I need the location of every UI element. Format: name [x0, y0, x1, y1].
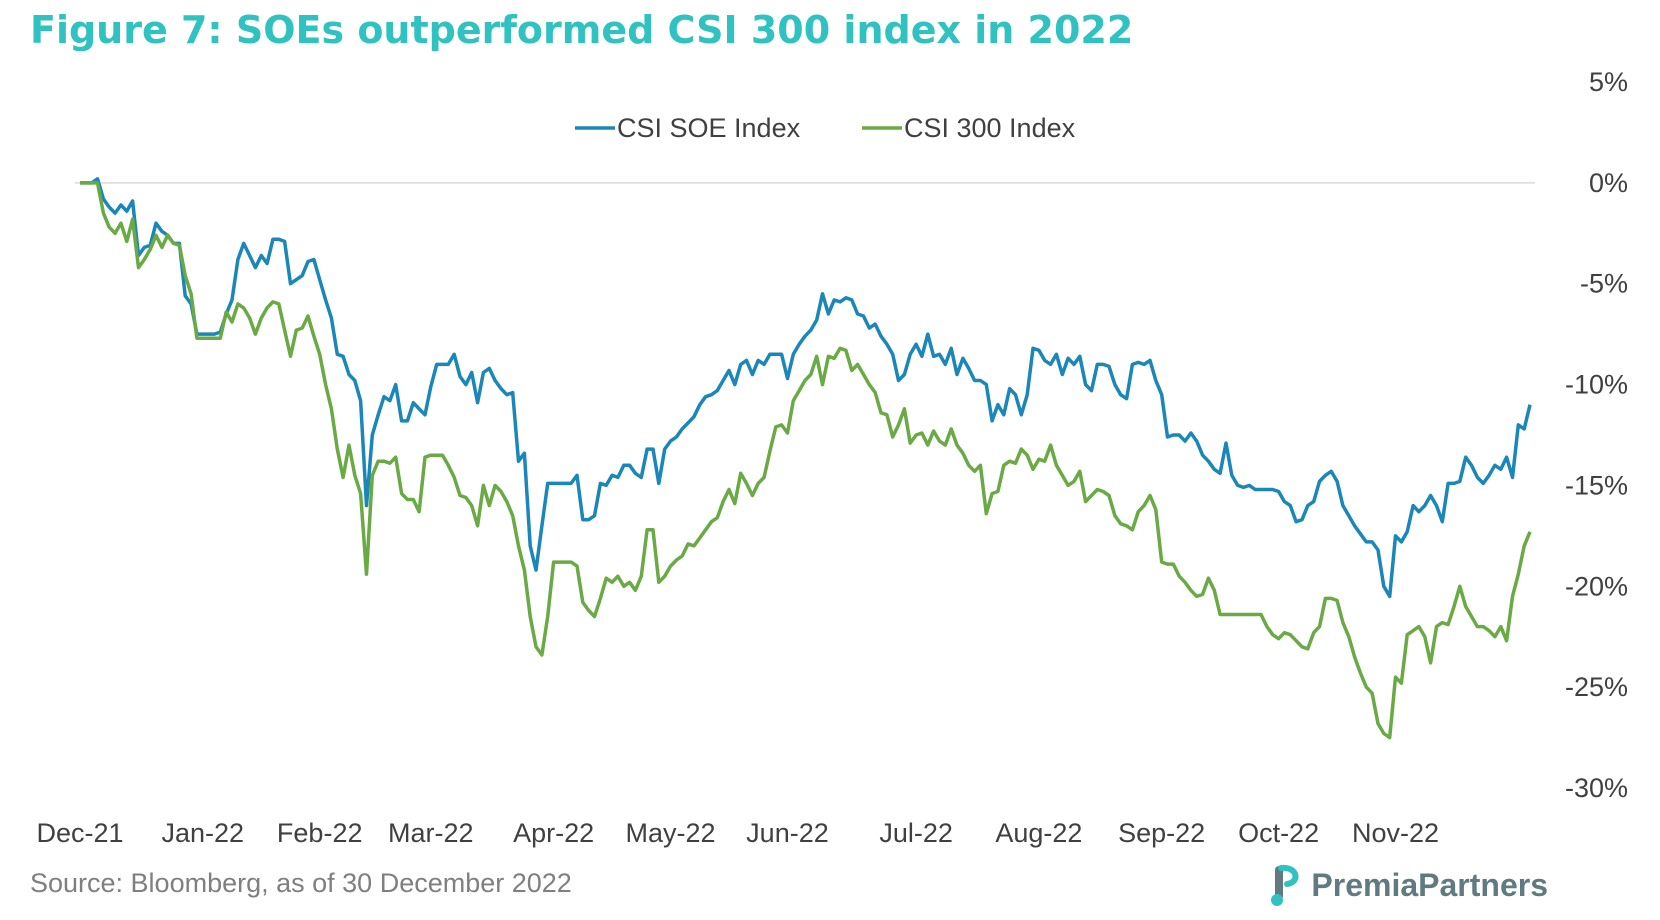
y-axis-ticks: 5% 0% -5% -10% -15% -20% -25% -30%: [1565, 67, 1628, 803]
x-tick-label: Dec-21: [36, 818, 123, 848]
line-chart: 5% 0% -5% -10% -15% -20% -25% -30% Dec-21 Jan-22…: [36, 67, 1628, 848]
x-tick-label: Apr-22: [513, 818, 594, 848]
y-tick-label: -25%: [1565, 672, 1628, 702]
y-tick-label: -15%: [1565, 470, 1628, 500]
x-tick-label: Aug-22: [995, 818, 1082, 848]
legend: CSI SOE Index CSI 300 Index: [575, 113, 1076, 143]
logo-mark-icon: [1271, 864, 1299, 906]
x-tick-label: Jun-22: [746, 818, 829, 848]
x-tick-label: Sep-22: [1118, 818, 1205, 848]
x-tick-label: Feb-22: [277, 818, 363, 848]
y-tick-label: 5%: [1589, 67, 1628, 97]
x-tick-label: Oct-22: [1238, 818, 1319, 848]
source-note: Source: Bloomberg, as of 30 December 202…: [30, 868, 572, 898]
x-axis-ticks: Dec-21 Jan-22 Feb-22 Mar-22 Apr-22 May-22 Jun-…: [36, 818, 1439, 848]
y-tick-label: -10%: [1565, 370, 1628, 400]
x-tick-label: Mar-22: [388, 818, 474, 848]
series-line-csi-soe: [80, 177, 1532, 599]
x-tick-label: May-22: [626, 818, 716, 848]
y-tick-label: 0%: [1589, 168, 1628, 198]
legend-label: CSI SOE Index: [617, 113, 801, 143]
y-tick-label: -30%: [1565, 773, 1628, 803]
x-tick-label: Jan-22: [162, 818, 245, 848]
x-tick-label: Jul-22: [879, 818, 953, 848]
series-layer: [80, 177, 1532, 740]
x-tick-label: Nov-22: [1352, 818, 1439, 848]
y-tick-label: -5%: [1580, 269, 1628, 299]
y-tick-label: -20%: [1565, 571, 1628, 601]
logo-text: PremiaPartners: [1311, 866, 1548, 903]
legend-label: CSI 300 Index: [904, 113, 1076, 143]
series-line-csi-300: [80, 181, 1532, 740]
chart-title: Figure 7: SOEs outperformed CSI 300 inde…: [30, 8, 1134, 52]
brand-logo: PremiaPartners: [1267, 862, 1548, 908]
